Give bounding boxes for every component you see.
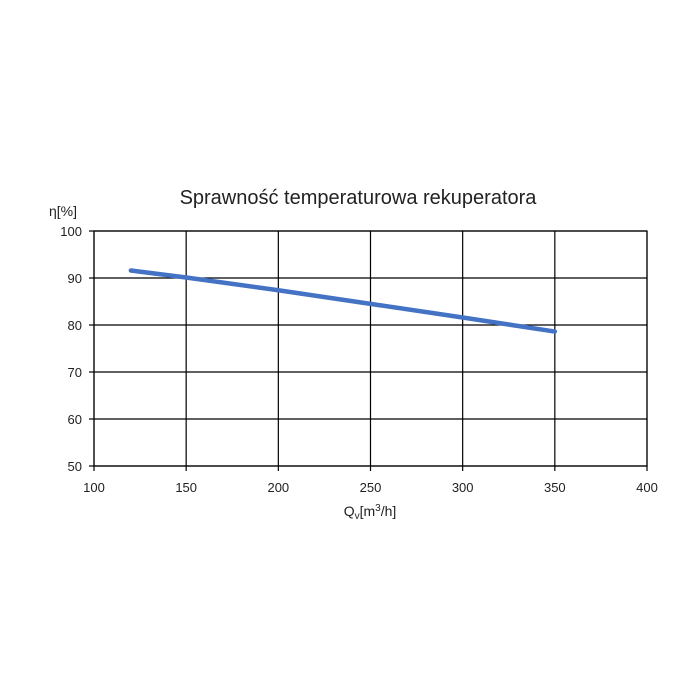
x-axis-label-subscript: v [355,511,360,522]
y-tick-label: 100 [60,224,82,239]
x-tick-labels: 100 150 200 250 300 350 400 [83,480,658,495]
x-tick-label: 300 [452,480,474,495]
series-line [128,268,558,334]
x-axis-label: Qv[m3/h] [344,503,397,522]
x-tick-label: 200 [267,480,289,495]
x-tick-label: 150 [175,480,197,495]
series-group [128,268,558,334]
y-tick-labels: 50 60 70 80 90 100 [60,224,82,474]
x-axis-label-superscript: 3 [375,503,381,514]
y-tick-label: 70 [68,365,82,380]
x-axis-label-unit-start: [m [360,503,376,519]
x-tick-label: 250 [360,480,382,495]
y-axis-label: η[%] [49,203,77,219]
x-tick-label: 350 [544,480,566,495]
x-tick-label: 400 [636,480,658,495]
x-axis-label-unit-end: /h] [381,503,397,519]
x-tick-label: 100 [83,480,105,495]
plot-frame [89,230,648,471]
y-tick-label: 90 [68,271,82,286]
chart-title: Sprawność temperaturowa rekuperatora [180,187,538,209]
y-tick-label: 50 [68,459,82,474]
x-axis-label-base: Q [344,503,355,519]
y-tick-label: 80 [68,318,82,333]
gridlines [93,230,648,467]
y-tick-label: 60 [68,412,82,427]
